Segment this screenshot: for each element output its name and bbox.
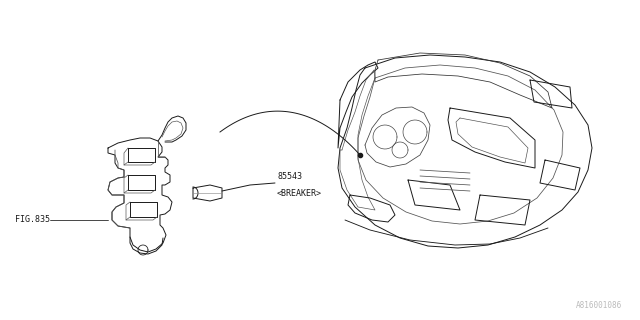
Text: 85543: 85543 bbox=[277, 172, 302, 181]
Text: <BREAKER>: <BREAKER> bbox=[277, 189, 322, 198]
Text: A816001086: A816001086 bbox=[576, 301, 622, 310]
Text: FIG.835: FIG.835 bbox=[15, 215, 50, 225]
